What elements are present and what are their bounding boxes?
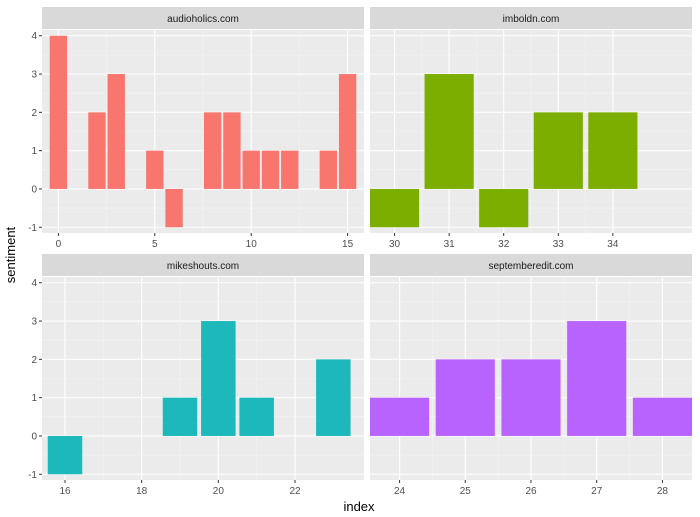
bar	[319, 150, 338, 189]
bar	[338, 74, 357, 189]
y-tick-label: 4	[31, 278, 37, 289]
y-tick-label: -1	[28, 223, 37, 234]
facet-strip	[42, 7, 364, 29]
x-tick-label: 0	[56, 239, 62, 250]
bar	[501, 359, 561, 436]
bar	[242, 150, 260, 189]
x-tick-label: 28	[657, 486, 669, 497]
y-axis-title: sentiment	[3, 226, 18, 283]
x-tick-label: 25	[460, 486, 472, 497]
bar	[281, 150, 299, 189]
x-tick-label: 22	[289, 486, 301, 497]
bar	[479, 188, 529, 228]
x-tick-label: 26	[525, 486, 537, 497]
x-tick-label: 15	[342, 239, 354, 250]
x-tick-label: 31	[444, 239, 456, 250]
facet-panel: imboldn.com 30 31 32 33 34	[370, 7, 692, 250]
bar	[88, 112, 106, 189]
y-tick-label: 0	[31, 184, 37, 195]
bar	[107, 74, 125, 189]
facet-strip	[42, 254, 364, 276]
bar	[223, 112, 241, 189]
x-tick-label: 32	[498, 239, 510, 250]
facet-strip-label: septemberedit.com	[488, 261, 573, 272]
bar	[533, 112, 583, 189]
bar	[162, 397, 198, 436]
x-tick-label: 27	[591, 486, 603, 497]
bar	[47, 435, 83, 475]
x-tick-label: 18	[136, 486, 148, 497]
bar	[239, 397, 274, 436]
bar	[203, 112, 222, 189]
bar	[370, 188, 420, 228]
y-tick-label: 1	[31, 393, 37, 404]
facet-panel: audioholics.com -1 0 1 2 3 4 0 5 10 15	[28, 7, 364, 250]
x-tick-label: 30	[389, 239, 401, 250]
bar	[632, 397, 692, 436]
x-tick-label: 20	[213, 486, 225, 497]
facet-panel: mikeshouts.com -1 0 1 2 3 4 16 18 20 22	[28, 254, 364, 497]
bar	[424, 74, 474, 189]
x-tick-label: 16	[59, 486, 71, 497]
bar	[316, 359, 351, 436]
y-tick-label: 3	[31, 317, 37, 328]
bar	[567, 321, 627, 436]
x-tick-label: 5	[152, 239, 158, 250]
bar	[146, 150, 164, 189]
y-tick-label: 0	[31, 431, 37, 442]
bar	[49, 35, 68, 189]
bar	[261, 150, 280, 189]
y-tick-label: 4	[31, 31, 37, 42]
bar	[588, 112, 638, 189]
x-axis-title: index	[343, 499, 375, 514]
x-tick-label: 24	[394, 486, 406, 497]
x-tick-label: 33	[553, 239, 565, 250]
y-tick-label: 1	[31, 146, 37, 157]
y-tick-label: 3	[31, 70, 37, 81]
y-tick-label: 2	[31, 355, 37, 366]
x-tick-label: 10	[246, 239, 258, 250]
x-tick-label: 34	[607, 239, 619, 250]
facet-strip	[370, 7, 692, 29]
bar	[201, 321, 236, 436]
facet-strip-label: audioholics.com	[167, 14, 239, 25]
y-tick-label: 2	[31, 108, 37, 119]
y-tick-label: -1	[28, 470, 37, 481]
bar	[165, 188, 183, 228]
facet-strip-label: imboldn.com	[503, 14, 560, 25]
facet-strip-label: mikeshouts.com	[167, 261, 239, 272]
bar	[370, 397, 430, 436]
facet-panel: septemberedit.com 24 25 26 27 28	[370, 254, 692, 497]
bar	[435, 359, 495, 436]
facet-strip	[370, 254, 692, 276]
